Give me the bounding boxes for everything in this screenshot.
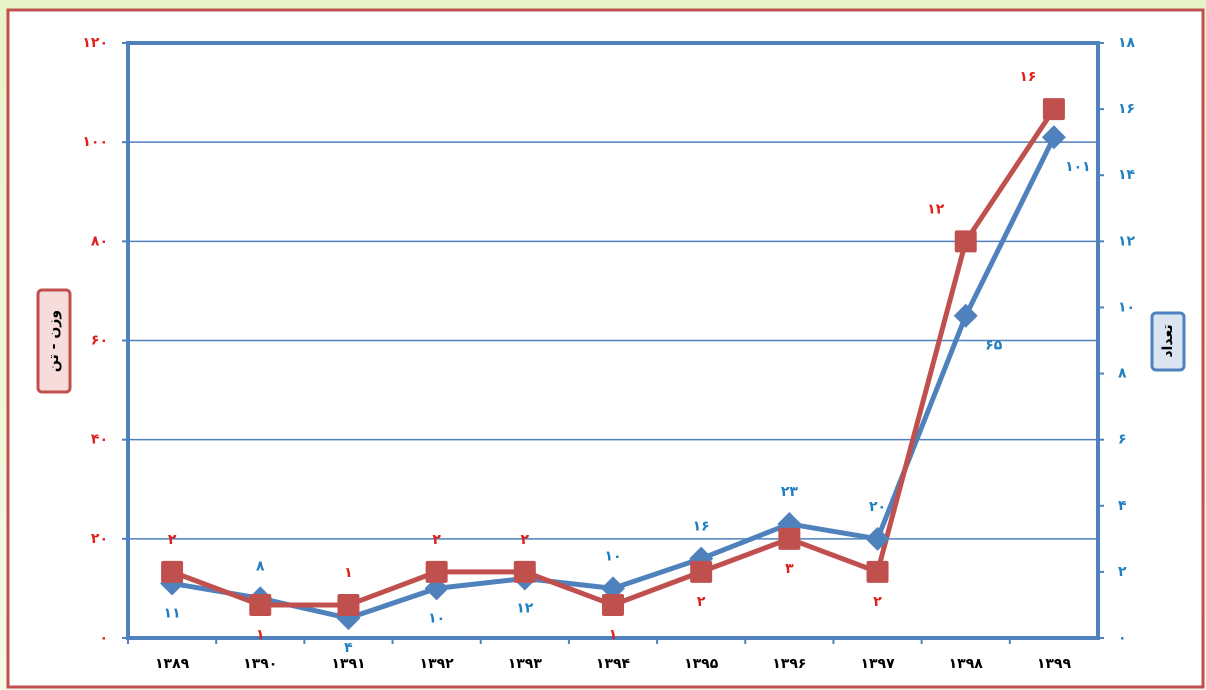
y-tick-label: ۲۰ [91,531,108,547]
marker [778,527,801,550]
x-tick-label: ۱۳۹۴ [596,656,631,672]
marker [602,593,624,616]
marker [1042,98,1065,121]
data-label: ۲ [697,594,706,610]
marker [337,593,360,616]
data-label: ۱۰۱ [1065,159,1091,175]
chart-border [6,8,1205,689]
data-label: ۱۰ [428,610,445,626]
y2-tick-label: ۲ [1118,564,1127,580]
data-label: ۱۰ [604,548,621,564]
data-label: ۱۶ [1019,69,1036,85]
y-label-box [36,288,72,394]
data-label: ۱۱ [164,605,181,621]
data-label: ۱ [256,627,265,643]
x-tick-label: ۱۳۸۹ [155,656,190,672]
data-label: ۱ [344,565,353,581]
data-label: ۲ [521,532,530,548]
y-tick-label: ۴۰ [91,432,108,448]
y2-tick-label: ۱۴ [1118,167,1136,183]
y-tick-label: ۱۰۰ [82,134,108,150]
x-tick-label: ۱۳۹۹ [1037,656,1072,672]
data-label: ۴ [344,640,353,656]
y-tick-label: ۱۲۰ [82,35,108,51]
x-tick-label: ۱۳۹۳ [508,656,543,672]
y2-tick-label: ۱۸ [1118,35,1136,51]
data-label: ۲ [432,532,441,548]
y-axis-label: وزن - تن [46,310,62,372]
marker [249,593,272,616]
x-tick-label: ۱۳۹۱ [331,656,365,672]
data-label: ۶۵ [985,338,1003,354]
marker [690,560,713,583]
data-label: ۸ [256,558,265,574]
y2-label-box [1150,311,1186,372]
y2-axis-label: تعداد [1160,324,1176,357]
data-label: ۲۳ [781,484,799,500]
marker [954,230,977,253]
x-tick-label: ۱۳۹۷ [860,656,895,672]
y2-tick-label: ۴ [1118,498,1127,514]
data-label: ۱۶ [693,519,710,535]
x-tick-label: ۱۳۹۶ [772,656,806,672]
data-label: ۱۲ [927,201,945,217]
marker [866,560,889,583]
y2-tick-label: ۶ [1118,432,1127,448]
y-tick-label: ۶۰ [91,333,108,349]
data-label: ۱۲ [516,601,534,617]
x-tick-label: ۱۳۹۰ [243,656,277,672]
data-label: ۲ [168,532,177,548]
y2-tick-label: ۱۲ [1118,233,1136,249]
y2-tick-label: ۰ [1118,630,1127,646]
marker [953,303,978,328]
marker [513,560,536,583]
data-label: ۲۰ [869,499,886,515]
marker [1041,125,1066,150]
x-tick-label: ۱۳۹۸ [949,656,984,672]
y2-tick-label: ۱۶ [1118,101,1135,117]
y-tick-label: ۰ [99,630,108,646]
marker [161,560,184,583]
y-tick-label: ۸۰ [91,233,108,249]
marker [865,526,890,551]
data-label: ۳ [785,561,794,577]
y2-tick-label: ۸ [1118,366,1127,382]
data-label: ۲ [873,594,882,610]
x-tick-label: ۱۳۹۲ [420,656,455,672]
y2-tick-label: ۱۰ [1118,299,1135,315]
marker [425,560,448,583]
data-label: ۱ [609,627,618,643]
x-tick-label: ۱۳۹۵ [684,656,719,672]
